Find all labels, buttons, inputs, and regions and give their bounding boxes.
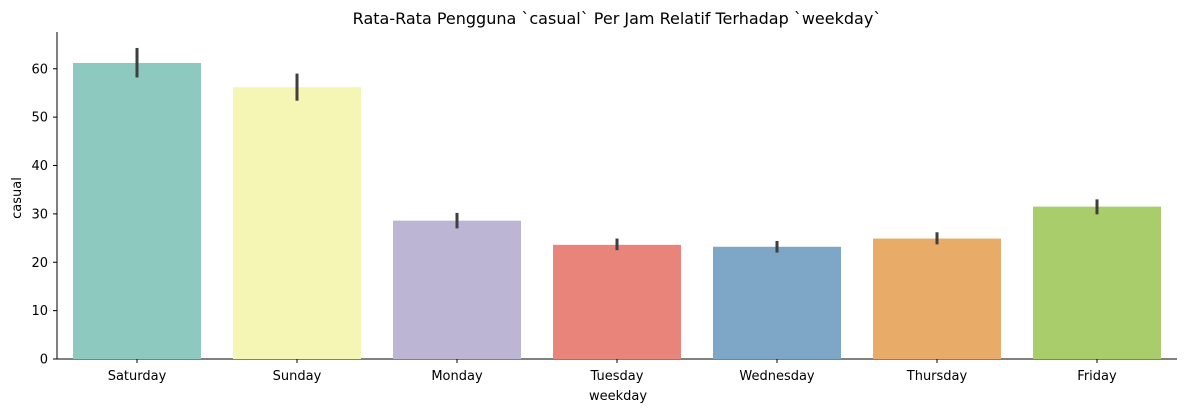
bar-wednesday: [713, 246, 841, 359]
bar-tuesday: [553, 244, 681, 359]
bar-thursday: [873, 238, 1001, 359]
x-tick-label: Tuesday: [590, 369, 644, 384]
bar-friday: [1033, 206, 1161, 359]
bar-monday: [393, 220, 521, 359]
x-tick-label: Wednesday: [739, 369, 815, 384]
x-tick-label: Saturday: [108, 369, 167, 384]
bar-sunday: [233, 87, 361, 360]
y-tick-label: 20: [31, 256, 48, 271]
y-tick-label: 60: [31, 62, 48, 77]
bars: [73, 62, 1161, 360]
y-tick-label: 30: [31, 207, 48, 222]
chart-title: Rata-Rata Pengguna `casual` Per Jam Rela…: [353, 9, 882, 28]
y-tick-label: 50: [31, 111, 48, 126]
y-tick-label: 10: [31, 304, 48, 319]
x-axis: Saturday Sunday Monday Tuesday Wednesday Thur…: [57, 358, 1177, 384]
error-bars: [135, 47, 1099, 253]
bar-saturday: [73, 62, 201, 359]
x-axis-label: weekday: [589, 389, 647, 404]
x-tick-label: Monday: [431, 369, 483, 384]
x-tick-label: Sunday: [273, 369, 322, 384]
y-axis-label: casual: [10, 177, 25, 219]
x-tick-label: Friday: [1077, 369, 1117, 384]
y-tick-label: 40: [31, 159, 48, 174]
y-axis: 0 10 20 30 40 50 60: [31, 32, 58, 368]
y-tick-label: 0: [40, 353, 48, 368]
x-tick-label: Thursday: [906, 369, 968, 384]
